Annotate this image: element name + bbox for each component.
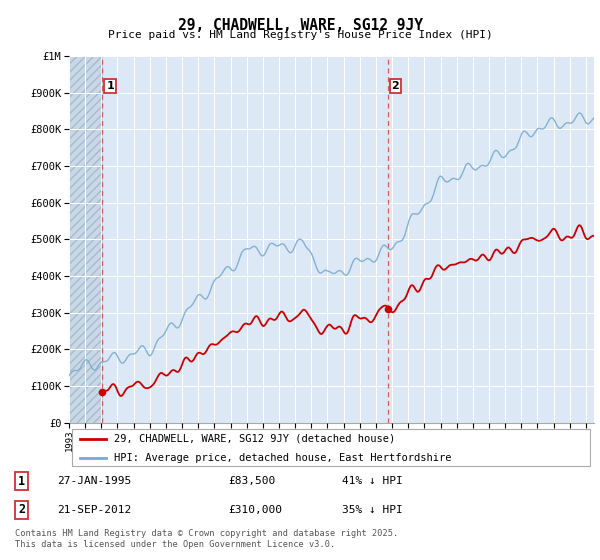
Text: 2: 2 xyxy=(18,503,25,516)
Text: 35% ↓ HPI: 35% ↓ HPI xyxy=(342,505,403,515)
Text: Contains HM Land Registry data © Crown copyright and database right 2025.
This d: Contains HM Land Registry data © Crown c… xyxy=(15,529,398,549)
Text: 1: 1 xyxy=(18,475,25,488)
Text: HPI: Average price, detached house, East Hertfordshire: HPI: Average price, detached house, East… xyxy=(113,452,451,463)
Text: 29, CHADWELL, WARE, SG12 9JY (detached house): 29, CHADWELL, WARE, SG12 9JY (detached h… xyxy=(113,433,395,444)
Text: 27-JAN-1995: 27-JAN-1995 xyxy=(57,477,131,487)
Text: £310,000: £310,000 xyxy=(228,505,282,515)
Text: 21-SEP-2012: 21-SEP-2012 xyxy=(57,505,131,515)
Bar xyxy=(69,56,103,423)
FancyBboxPatch shape xyxy=(71,430,590,465)
Text: Price paid vs. HM Land Registry's House Price Index (HPI): Price paid vs. HM Land Registry's House … xyxy=(107,30,493,40)
Text: 29, CHADWELL, WARE, SG12 9JY: 29, CHADWELL, WARE, SG12 9JY xyxy=(178,18,422,33)
Text: 2: 2 xyxy=(392,81,400,91)
Text: £83,500: £83,500 xyxy=(228,477,275,487)
Text: 1: 1 xyxy=(106,81,114,91)
Text: 41% ↓ HPI: 41% ↓ HPI xyxy=(342,477,403,487)
